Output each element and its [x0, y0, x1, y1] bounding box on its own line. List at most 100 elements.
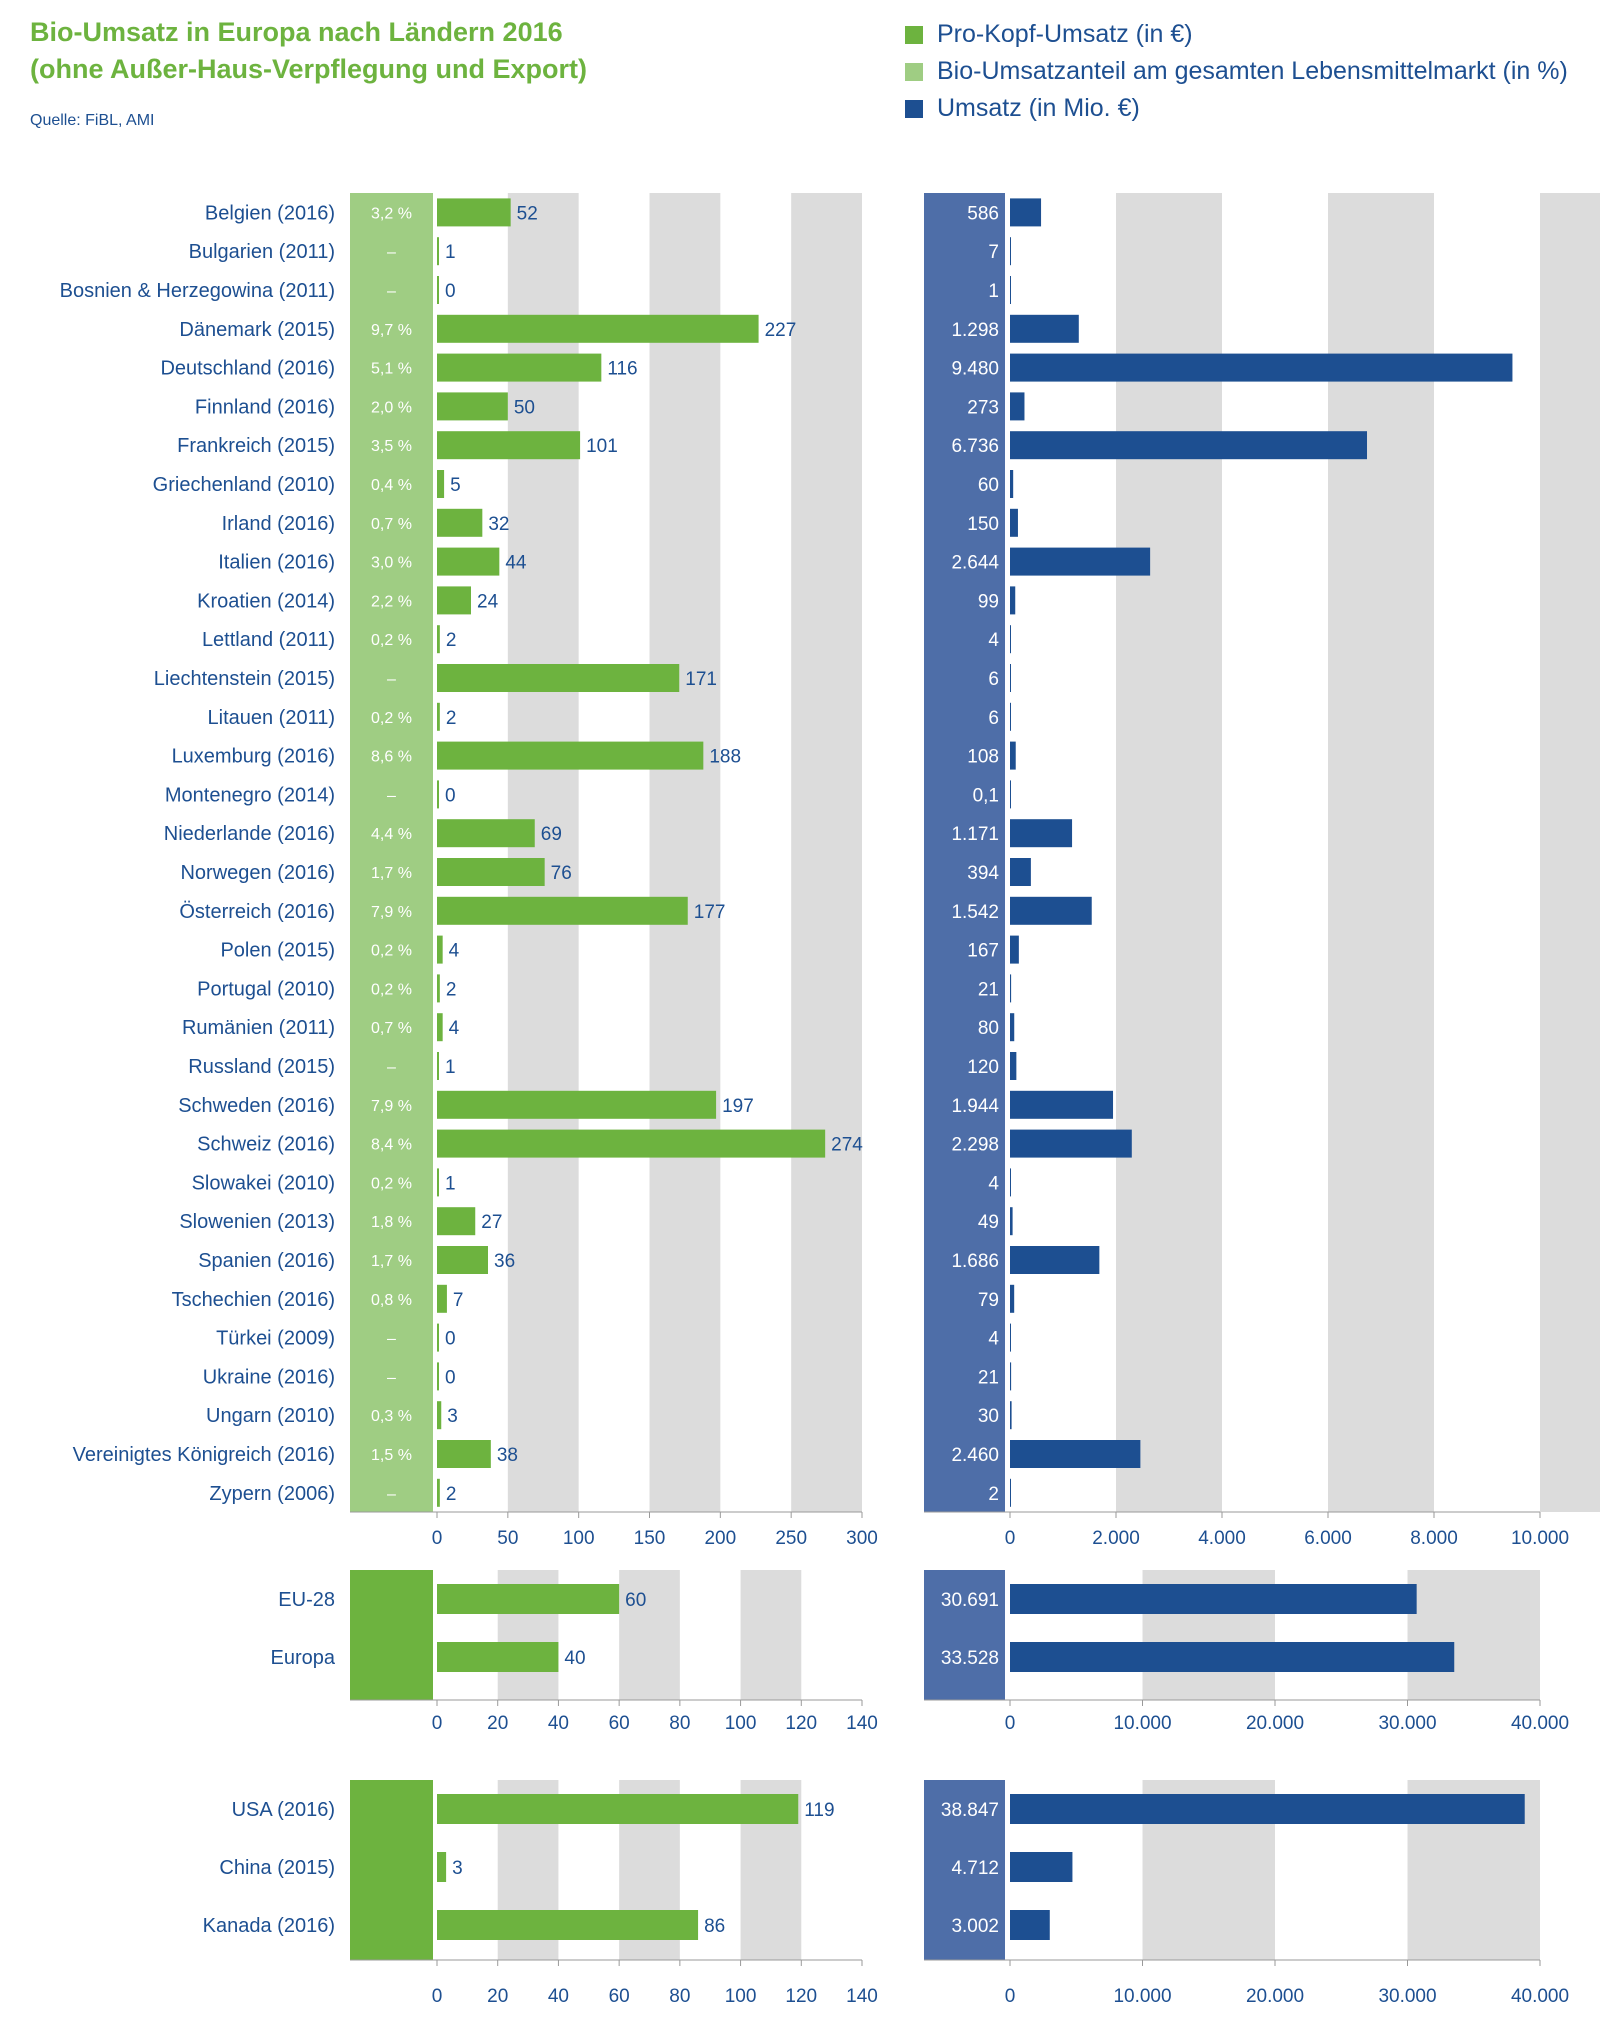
- revenue-label-column: [924, 193, 1005, 1512]
- revenue-value-label: 33.528: [941, 1648, 999, 1669]
- per-capita-grid-band: [619, 1570, 680, 1700]
- source-note: Quelle: FiBL, AMI: [30, 112, 155, 129]
- per-capita-grid-band: [740, 1570, 802, 1700]
- revenue-bar: [1010, 1478, 1011, 1507]
- per-capita-value-label: 197: [722, 1096, 754, 1117]
- per-capita-bar: [437, 1052, 439, 1080]
- per-capita-tick-label: 140: [846, 1986, 878, 2007]
- per-capita-value-label: 40: [564, 1648, 585, 1669]
- share-value-label: 1,7 %: [371, 1253, 412, 1270]
- per-capita-value-label: 2: [446, 1484, 457, 1505]
- revenue-bar: [1010, 1052, 1017, 1080]
- per-capita-bar: [437, 1362, 439, 1391]
- revenue-value-label: 167: [967, 941, 999, 962]
- per-capita-bar: [437, 1284, 447, 1313]
- per-capita-tick-label: 0: [432, 1528, 443, 1549]
- per-capita-bar: [437, 1910, 699, 1940]
- legend-item-revenue: Umsatz (in Mio. €): [905, 90, 1568, 127]
- per-capita-bar: [437, 1440, 491, 1468]
- share-value-label: –: [387, 671, 396, 688]
- share-value-label: 0,2 %: [371, 1175, 412, 1192]
- per-capita-value-label: 7: [453, 1290, 464, 1311]
- revenue-value-label: 38.847: [941, 1800, 999, 1821]
- revenue-bar: [1010, 276, 1011, 304]
- per-capita-bar: [437, 741, 704, 770]
- per-capita-bar: [437, 276, 439, 304]
- share-column: [350, 1780, 433, 1960]
- per-capita-value-label: 44: [505, 553, 527, 574]
- revenue-bar: [1010, 314, 1079, 343]
- revenue-value-label: 7: [988, 242, 999, 263]
- revenue-bar: [1010, 935, 1019, 964]
- per-capita-tick-label: 40: [548, 1713, 569, 1734]
- per-capita-tick-label: 200: [704, 1528, 736, 1549]
- country-label: Zypern (2006): [209, 1483, 335, 1505]
- share-value-label: 0,7 %: [371, 516, 412, 533]
- per-capita-tick-label: 80: [669, 1713, 690, 1734]
- country-label: Lettland (2011): [202, 629, 335, 651]
- per-capita-tick-label: 100: [725, 1713, 757, 1734]
- per-capita-value-label: 2: [446, 630, 457, 651]
- per-capita-bar: [437, 1129, 826, 1158]
- revenue-bar: [1010, 664, 1011, 692]
- revenue-grid-band: [1407, 1570, 1540, 1700]
- per-capita-value-label: 60: [625, 1590, 646, 1611]
- country-label: USA (2016): [232, 1799, 335, 1821]
- per-capita-value-label: 38: [497, 1445, 518, 1466]
- per-capita-value-label: 119: [804, 1800, 834, 1821]
- revenue-bar: [1010, 586, 1016, 615]
- per-capita-bar: [437, 1090, 717, 1119]
- revenue-bar: [1010, 1168, 1011, 1197]
- revenue-bar: [1010, 431, 1368, 460]
- per-capita-value-label: 188: [709, 747, 741, 768]
- share-column: [350, 1570, 433, 1700]
- share-value-label: 0,7 %: [371, 1020, 412, 1037]
- per-capita-tick-label: 20: [487, 1713, 508, 1734]
- revenue-bar: [1010, 1090, 1114, 1119]
- per-capita-tick-label: 20: [487, 1986, 508, 2007]
- revenue-value-label: 1.944: [951, 1096, 999, 1117]
- per-capita-value-label: 36: [494, 1251, 515, 1272]
- per-capita-bar: [437, 1401, 442, 1430]
- country-label: Luxemburg (2016): [172, 746, 335, 768]
- per-capita-bar: [437, 974, 440, 1003]
- per-capita-value-label: 86: [704, 1916, 725, 1937]
- per-capita-value-label: 1: [445, 1057, 456, 1078]
- country-label: Polen (2015): [220, 940, 335, 962]
- country-label: Russland (2015): [188, 1056, 335, 1078]
- revenue-bar: [1010, 392, 1025, 421]
- per-capita-bar: [437, 1584, 620, 1614]
- per-capita-bar: [437, 1794, 799, 1824]
- country-label: Vereinigtes Königreich (2016): [73, 1444, 335, 1466]
- revenue-bar: [1010, 547, 1151, 576]
- per-capita-value-label: 2: [446, 979, 457, 1000]
- revenue-tick-label: 20.000: [1246, 1713, 1304, 1734]
- title-line-1: Bio-Umsatz in Europa nach Ländern 2016: [30, 17, 563, 47]
- share-value-label: 8,6 %: [371, 749, 412, 766]
- per-capita-bar: [437, 1852, 447, 1882]
- revenue-value-label: 6.736: [951, 436, 999, 457]
- revenue-value-label: 0,1: [973, 785, 999, 806]
- per-capita-value-label: 3: [447, 1406, 458, 1427]
- country-label: Europa: [271, 1647, 336, 1669]
- legend-swatch-revenue: [905, 99, 923, 118]
- per-capita-tick-label: 50: [497, 1528, 518, 1549]
- revenue-value-label: 1.686: [951, 1251, 999, 1272]
- per-capita-tick-label: 300: [846, 1528, 878, 1549]
- chart-title: Bio-Umsatz in Europa nach Ländern 2016 (…: [30, 14, 587, 88]
- revenue-value-label: 49: [978, 1212, 999, 1233]
- per-capita-bar: [437, 702, 440, 731]
- legend-label-share: Bio-Umsatzanteil am gesamten Lebensmitte…: [937, 57, 1568, 85]
- share-value-label: 0,4 %: [371, 477, 412, 494]
- country-label: Ukraine (2016): [203, 1366, 335, 1388]
- per-capita-tick-label: 120: [785, 1986, 817, 2007]
- country-label: Kroatien (2014): [197, 590, 335, 612]
- per-capita-value-label: 4: [449, 1018, 460, 1039]
- per-capita-value-label: 0: [445, 1329, 456, 1350]
- share-value-label: 9,7 %: [371, 322, 412, 339]
- per-capita-bar: [437, 1168, 439, 1197]
- revenue-value-label: 79: [978, 1290, 999, 1311]
- per-capita-bar: [437, 353, 602, 382]
- country-label: Dänemark (2015): [179, 319, 335, 341]
